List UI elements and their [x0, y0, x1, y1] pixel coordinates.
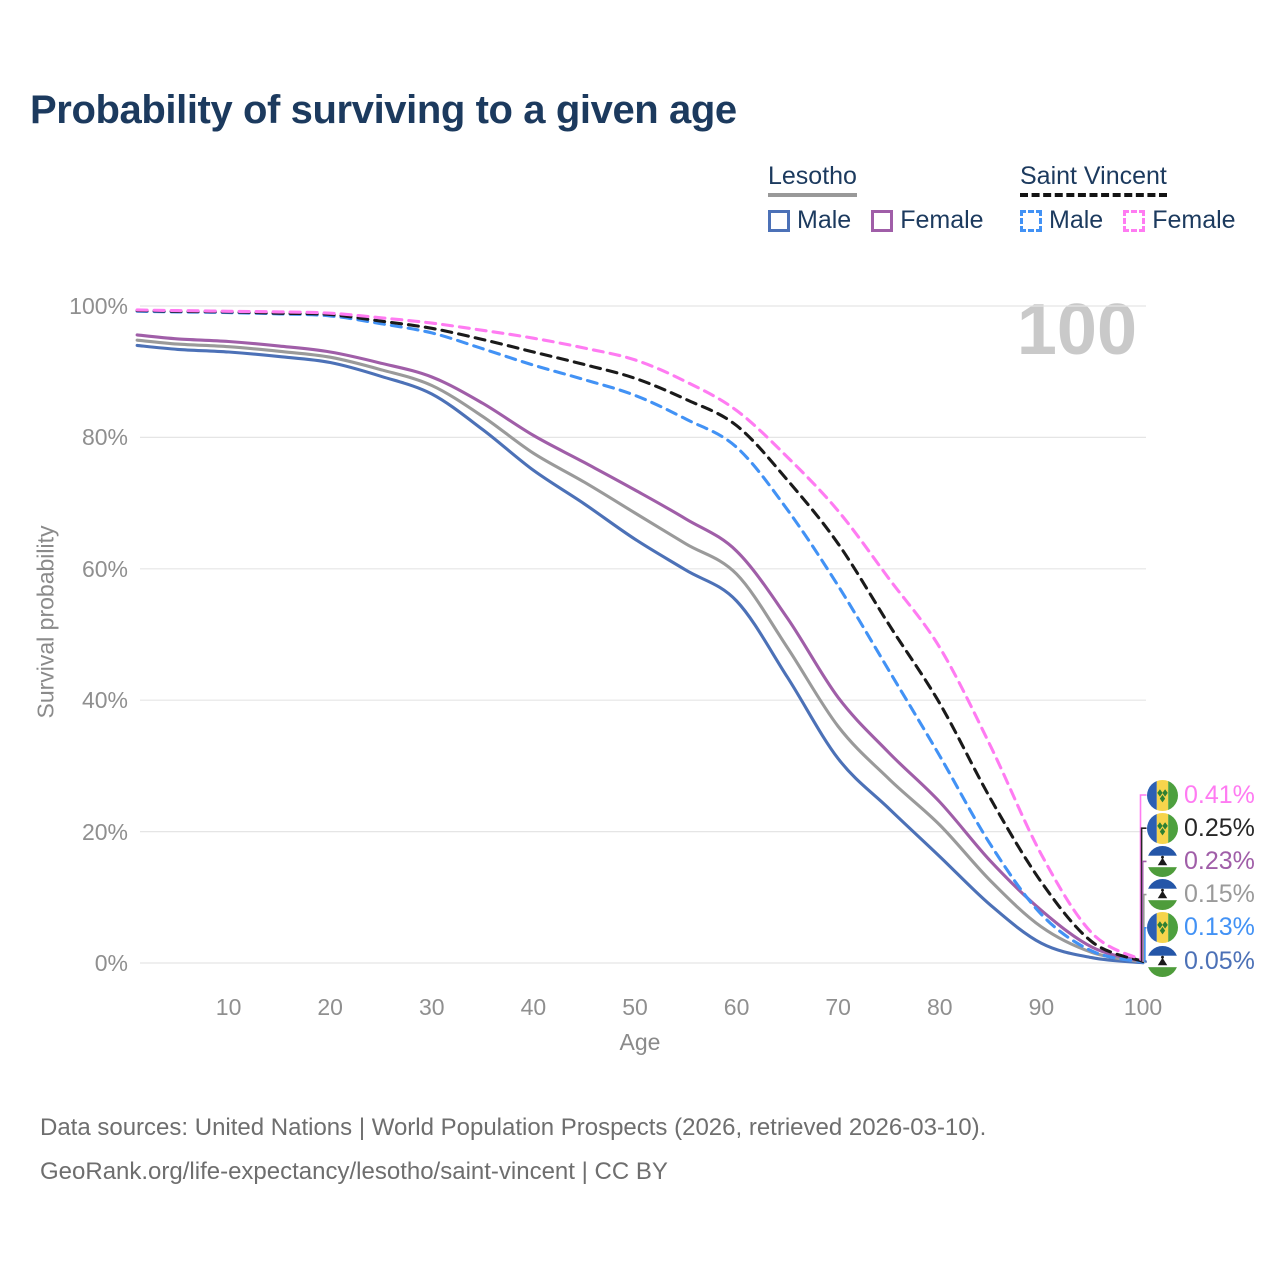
legend-heading-saint-vincent: Saint Vincent — [1020, 162, 1167, 197]
y-tick-label: 60% — [81, 555, 128, 582]
end-label-connector — [1140, 827, 1147, 962]
end-label-connector — [1145, 960, 1147, 963]
y-tick-label: 80% — [81, 424, 128, 451]
legend-item-label: Female — [1152, 206, 1236, 234]
x-tick-label: 40 — [520, 994, 547, 1020]
end-label-ls-female: 0.23% — [1147, 845, 1255, 877]
legend-item-saint-vincent-male[interactable]: Male — [1020, 206, 1103, 235]
legend-heading-lesotho: Lesotho — [768, 162, 857, 197]
x-tick-label: 70 — [825, 994, 851, 1020]
end-label-value: 0.13% — [1184, 913, 1255, 942]
footer: Data sources: United Nations | World Pop… — [40, 1106, 986, 1194]
lesotho-flag-icon — [1147, 879, 1178, 911]
lesotho-male-swatch-icon — [768, 209, 790, 232]
y-tick-label: 100% — [69, 293, 128, 319]
x-tick-label: 50 — [622, 994, 648, 1020]
end-label-value: 0.23% — [1184, 846, 1255, 875]
saint-vincent-male-swatch-icon — [1020, 209, 1042, 232]
series-line-ls-male[interactable] — [135, 343, 1145, 965]
page-title: Probability of surviving to a given age — [30, 88, 737, 132]
saint-vincent-female-swatch-icon — [1123, 209, 1146, 232]
end-label-value: 0.25% — [1184, 813, 1255, 842]
end-label-connector — [1144, 927, 1147, 963]
legend-group-saint-vincent: Saint Vincent Male Female — [1020, 162, 1236, 235]
x-axis-title: Age — [619, 1029, 661, 1055]
end-label-connector — [1139, 794, 1147, 961]
series-line-ls-total[interactable] — [135, 338, 1145, 964]
legend-item-lesotho-female[interactable]: Female — [871, 206, 984, 235]
legend-item-label: Male — [797, 206, 852, 234]
x-tick-label: 30 — [419, 994, 445, 1020]
series-line-sv-female[interactable] — [135, 308, 1145, 962]
end-label-ls-total: 0.15% — [1147, 879, 1255, 911]
end-label-connector — [1141, 860, 1147, 962]
y-tick-label: 40% — [81, 687, 128, 714]
y-tick-label: 0% — [94, 950, 128, 976]
y-tick-label: 20% — [81, 818, 128, 845]
x-tick-label: 60 — [723, 994, 750, 1020]
series-line-ls-female[interactable] — [135, 333, 1145, 964]
end-label-value: 0.41% — [1184, 780, 1255, 809]
end-label-sv-male: 0.13% — [1147, 912, 1255, 944]
legend-item-label: Female — [900, 206, 984, 234]
x-tick-label: 80 — [927, 994, 953, 1020]
y-axis-title: Survival probability — [32, 525, 59, 719]
data-sources-note: Data sources: United Nations | World Pop… — [40, 1114, 987, 1141]
source-url: GeoRank.org/life-expectancy/lesotho/sain… — [40, 1158, 668, 1185]
x-tick-label: 10 — [215, 994, 242, 1020]
lesotho-flag-icon — [1147, 845, 1178, 877]
lesotho-female-swatch-icon — [871, 209, 894, 232]
saint-vincent-flag-icon — [1147, 912, 1178, 944]
end-label-value: 0.05% — [1184, 946, 1255, 975]
end-label-ls-male: 0.05% — [1147, 945, 1255, 977]
end-label-value: 0.15% — [1184, 880, 1255, 909]
x-tick-label: 90 — [1028, 994, 1055, 1020]
lesotho-flag-icon — [1147, 945, 1178, 977]
legend-item-saint-vincent-female[interactable]: Female — [1123, 206, 1236, 235]
end-label-connector — [1143, 893, 1147, 962]
end-label-sv-female: 0.41% — [1147, 779, 1255, 811]
legend-item-lesotho-male[interactable]: Male — [768, 206, 851, 235]
saint-vincent-flag-icon — [1147, 779, 1178, 811]
end-label-sv-total: 0.25% — [1147, 812, 1255, 844]
saint-vincent-flag-icon — [1147, 812, 1178, 844]
x-tick-label: 100 — [1123, 994, 1163, 1020]
x-tick-label: 20 — [317, 994, 343, 1020]
legend-group-lesotho: Lesotho Male Female — [768, 162, 984, 235]
legend-item-label: Male — [1049, 206, 1104, 234]
